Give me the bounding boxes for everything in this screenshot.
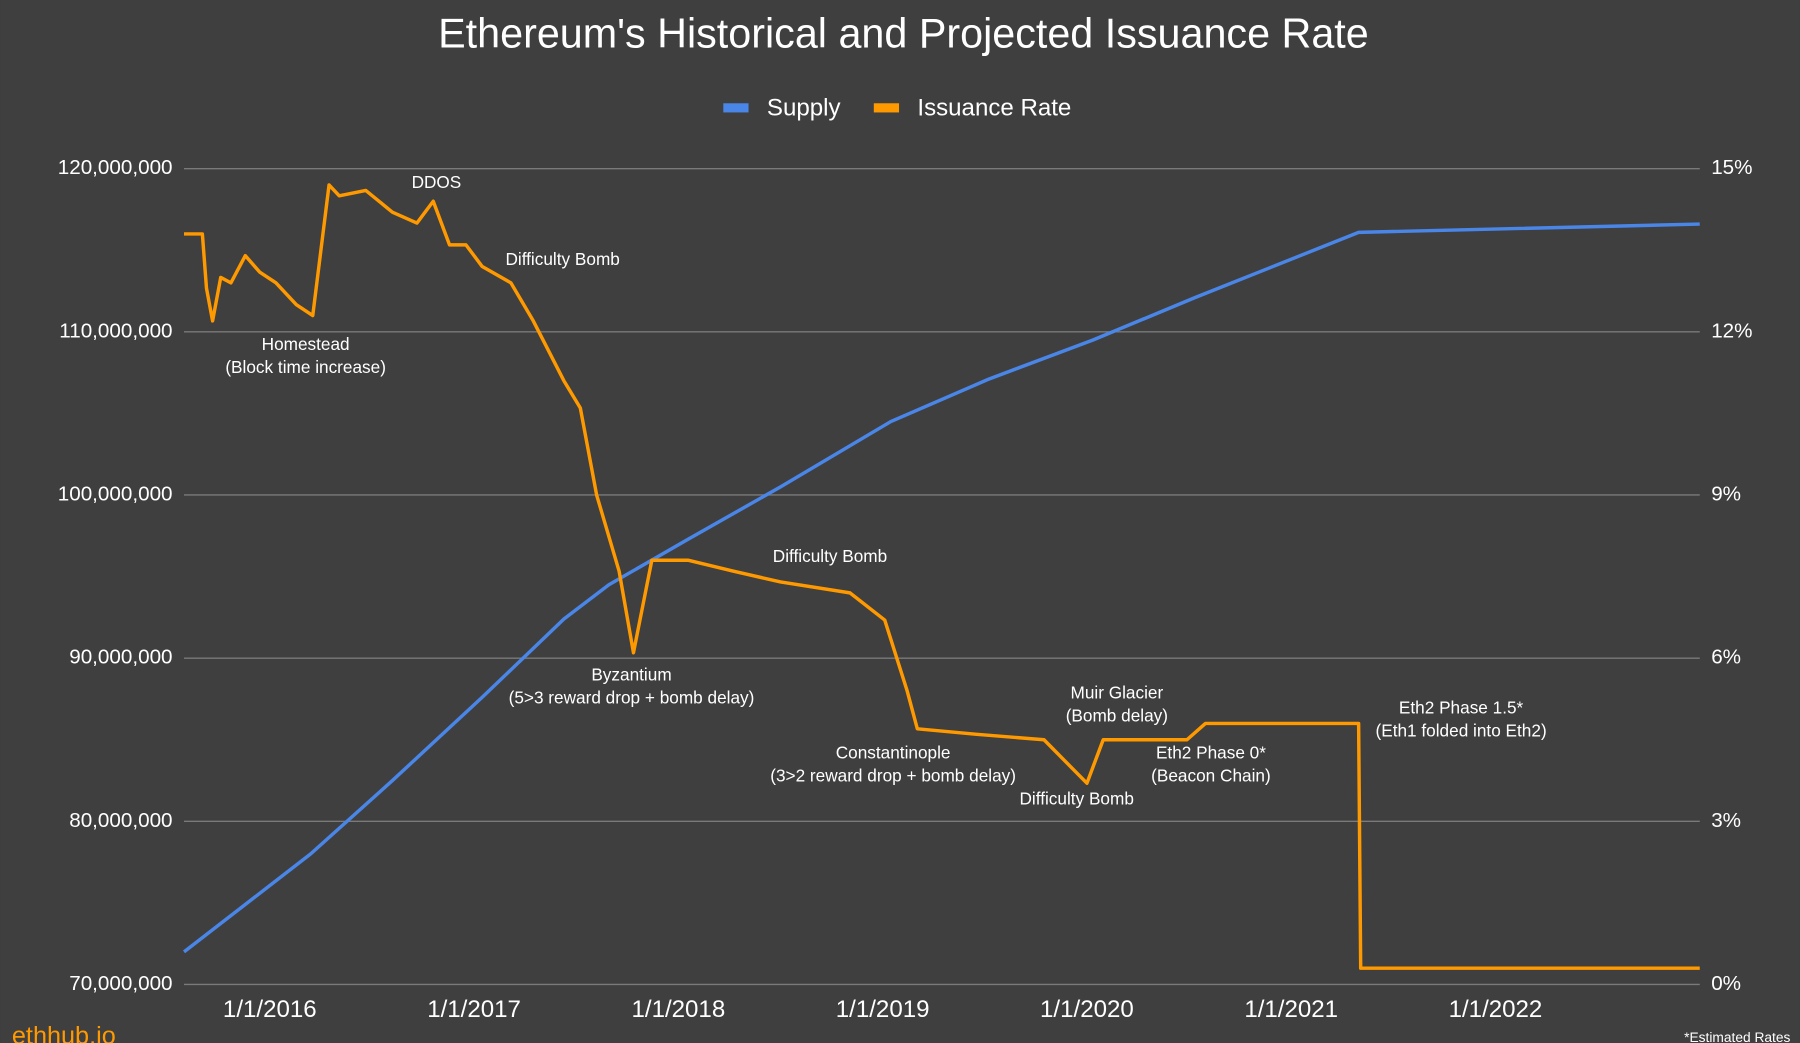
annotation: (Bomb delay) xyxy=(1066,706,1168,726)
annotation: Homestead xyxy=(262,334,350,354)
y-tick-label: 70,000,000 xyxy=(69,972,172,995)
data-line xyxy=(184,183,1700,970)
annotation: Difficulty Bomb xyxy=(1019,788,1133,808)
y2-tick-label: 15% xyxy=(1711,156,1752,179)
annotation: Eth2 Phase 1.5* xyxy=(1399,698,1524,718)
chart-title: Ethereum's Historical and Projected Issu… xyxy=(438,11,1369,57)
y-tick-label: 80,000,000 xyxy=(69,809,172,832)
legend-swatch xyxy=(723,103,749,113)
annotation: (3>2 reward drop + bomb delay) xyxy=(770,765,1016,785)
y2-tick-label: 3% xyxy=(1711,809,1741,832)
annotation: Constantinople xyxy=(836,742,951,762)
legend-label: Supply xyxy=(767,94,841,121)
legend-label: Issuance Rate xyxy=(917,94,1071,121)
x-tick-label: 1/1/2021 xyxy=(1244,996,1338,1023)
footnote: *Estimated Rates xyxy=(1684,1030,1790,1043)
x-tick-label: 1/1/2017 xyxy=(427,996,521,1023)
data-line xyxy=(182,222,1700,954)
y-tick-label: 110,000,000 xyxy=(59,319,172,342)
annotation: (Beacon Chain) xyxy=(1151,765,1271,785)
annotation: Difficulty Bomb xyxy=(505,249,619,269)
y2-tick-label: 9% xyxy=(1711,482,1741,505)
y-tick-label: 90,000,000 xyxy=(69,646,172,669)
x-tick-label: 1/1/2020 xyxy=(1040,996,1134,1023)
x-tick-label: 1/1/2022 xyxy=(1449,996,1543,1023)
y2-tick-label: 12% xyxy=(1711,319,1752,342)
source: ethhub.io xyxy=(12,1022,116,1043)
annotation: Difficulty Bomb xyxy=(773,546,887,566)
annotation: Byzantium xyxy=(591,664,671,684)
annotation: Muir Glacier xyxy=(1070,683,1163,703)
annotation: (5>3 reward drop + bomb delay) xyxy=(509,687,755,707)
y-tick-label: 100,000,000 xyxy=(58,482,173,505)
annotation: (Eth1 folded into Eth2) xyxy=(1375,721,1546,741)
y-tick-label: 120,000,000 xyxy=(58,156,173,179)
annotation: DDOS xyxy=(412,172,462,192)
y2-tick-label: 6% xyxy=(1711,646,1741,669)
annotation: Eth2 Phase 0* xyxy=(1156,742,1266,762)
y2-tick-label: 0% xyxy=(1711,972,1741,995)
x-tick-label: 1/1/2018 xyxy=(631,996,725,1023)
x-tick-label: 1/1/2019 xyxy=(836,996,930,1023)
annotation: (Block time increase) xyxy=(225,357,386,377)
x-tick-label: 1/1/2016 xyxy=(223,996,317,1023)
legend-swatch xyxy=(873,103,900,113)
